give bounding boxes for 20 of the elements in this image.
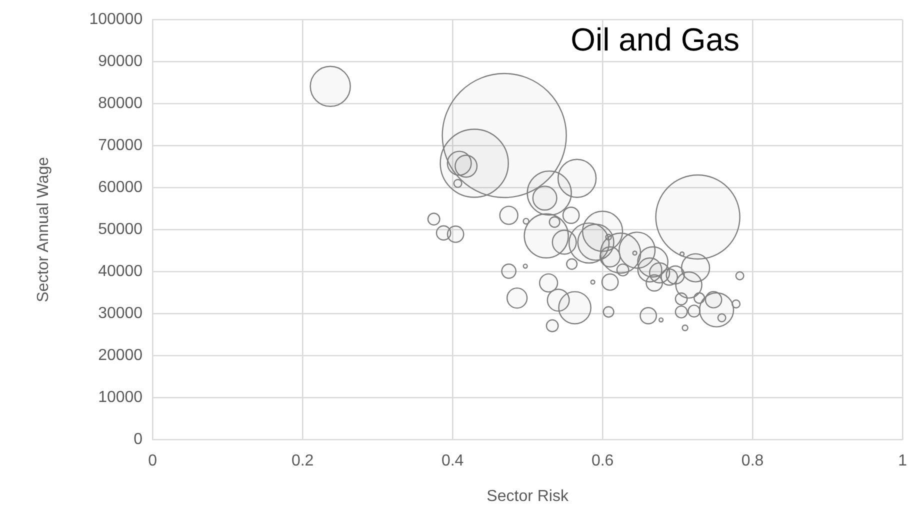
- x-axis-title: Sector Risk: [486, 488, 570, 505]
- y-tick-label: 70000: [98, 137, 143, 154]
- x-tick-label: 1: [898, 452, 908, 470]
- y-tick-label: 60000: [98, 179, 143, 196]
- annotation: Oil and Gas: [570, 21, 740, 58]
- y-tick-label: 30000: [98, 305, 143, 322]
- y-tick-label: 20000: [98, 347, 143, 364]
- y-tick-label: 80000: [98, 95, 143, 112]
- x-tick-label: 0.2: [291, 452, 314, 470]
- y-tick-label: 10000: [98, 389, 143, 406]
- y-axis-title: Sector Annual Wage: [35, 156, 52, 302]
- x-tick-label: 0.4: [441, 452, 464, 470]
- x-tick-label: 0.6: [591, 452, 614, 470]
- y-tick-label: 100000: [89, 11, 143, 28]
- y-tick-label: 40000: [98, 263, 143, 280]
- y-tick-label: 90000: [98, 53, 143, 70]
- x-tick-label: 0: [148, 452, 158, 470]
- y-tick-label: 0: [134, 431, 143, 448]
- x-tick-label: 0.8: [741, 452, 764, 470]
- y-tick-label: 50000: [98, 221, 143, 238]
